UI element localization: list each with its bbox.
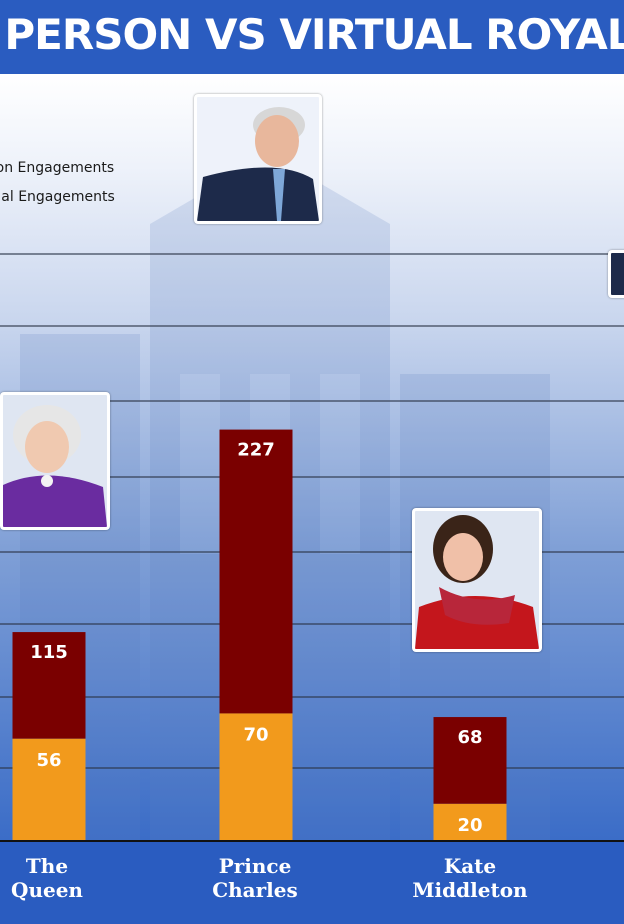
category-label-the-queen: The Queen — [0, 854, 122, 902]
category-label-kate-middleton: Kate Middleton — [395, 854, 545, 902]
legend-item-virtual: Virtual Engagements — [0, 189, 147, 205]
title-banner: IN PERSON VS VIRTUAL ROYAL ENGAGEMENTS — [0, 0, 624, 74]
engagement-bar-chart: 115 56 227 70 68 20 — [0, 253, 624, 840]
bar-in-person — [433, 717, 507, 804]
prince-charles-portrait-icon — [194, 94, 322, 224]
legend-label-virtual: Virtual Engagements — [0, 189, 115, 205]
bar-in-person — [219, 429, 293, 714]
data-label-virtual: 56 — [36, 750, 61, 771]
category-label-line1: The — [25, 854, 69, 878]
category-label-prince-charles: Prince Charles — [180, 854, 330, 902]
legend-label-in-person: In-Person Engagements — [0, 160, 115, 176]
category-label-line1: Prince — [218, 854, 292, 878]
bar-virtual — [219, 713, 293, 840]
bar-virtual — [12, 738, 86, 840]
legend-item-in-person: In-Person Engagements — [0, 160, 166, 176]
category-label-line1: Kate — [443, 854, 497, 878]
data-label-virtual: 20 — [457, 815, 482, 836]
category-label-line2: Middleton — [412, 878, 528, 902]
bar-virtual — [433, 803, 507, 840]
data-label-total: 115 — [30, 642, 68, 663]
category-label-band — [0, 842, 624, 924]
queen-portrait-icon — [0, 392, 110, 530]
partial-portrait-icon — [608, 250, 624, 298]
data-label-total: 227 — [237, 440, 275, 461]
bar-in-person — [12, 632, 86, 739]
category-label-line2: Queen — [11, 878, 83, 902]
category-label-line2: Charles — [212, 878, 298, 902]
data-label-virtual: 70 — [243, 724, 268, 745]
chart-title: IN PERSON VS VIRTUAL ROYAL ENGAGEMENTS — [0, 10, 624, 59]
kate-middleton-portrait-icon — [412, 508, 542, 652]
data-label-total: 68 — [457, 727, 482, 748]
